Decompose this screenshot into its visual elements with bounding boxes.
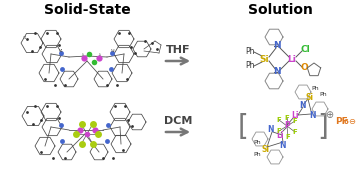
Text: Ph: Ph <box>311 87 319 91</box>
Text: F: F <box>286 134 290 140</box>
Text: O: O <box>300 64 308 73</box>
Text: Si: Si <box>261 145 269 153</box>
Text: Si: Si <box>259 54 269 64</box>
Text: F: F <box>277 128 281 134</box>
Text: C1: C1 <box>23 36 27 40</box>
Text: N1: N1 <box>59 49 63 53</box>
Text: Solid-State: Solid-State <box>44 3 130 17</box>
Text: Li: Li <box>82 53 84 57</box>
Text: F: F <box>292 129 297 135</box>
Text: 6: 6 <box>344 119 349 125</box>
Text: Li: Li <box>276 130 284 139</box>
Text: Si: Si <box>306 92 314 101</box>
Text: ]: ] <box>318 113 328 141</box>
Text: DCM: DCM <box>164 116 192 126</box>
Text: N: N <box>300 101 306 109</box>
Text: P: P <box>284 122 290 130</box>
Text: Li: Li <box>291 111 299 119</box>
Text: F: F <box>277 117 281 123</box>
Text: N: N <box>279 140 285 149</box>
Text: N: N <box>273 42 281 50</box>
Text: Cl: Cl <box>300 46 310 54</box>
Text: Ph: Ph <box>245 61 255 70</box>
Text: Ph: Ph <box>253 153 261 157</box>
Text: N: N <box>268 125 274 135</box>
Text: Ph: Ph <box>245 47 255 57</box>
Text: Ph: Ph <box>319 92 327 98</box>
Text: ⊖: ⊖ <box>348 118 355 126</box>
Text: Solution: Solution <box>248 3 313 17</box>
Text: N: N <box>273 67 281 77</box>
Text: F: F <box>285 115 289 121</box>
Text: PF: PF <box>335 118 348 126</box>
Text: F: F <box>292 118 297 124</box>
Text: Li: Li <box>98 53 102 57</box>
Text: THF: THF <box>166 45 190 55</box>
Text: Li: Li <box>287 54 296 64</box>
Text: N: N <box>310 111 316 119</box>
Text: [: [ <box>238 113 248 141</box>
Text: N2: N2 <box>111 49 115 53</box>
Text: ⊕: ⊕ <box>325 110 333 120</box>
Text: Ph: Ph <box>253 140 261 146</box>
